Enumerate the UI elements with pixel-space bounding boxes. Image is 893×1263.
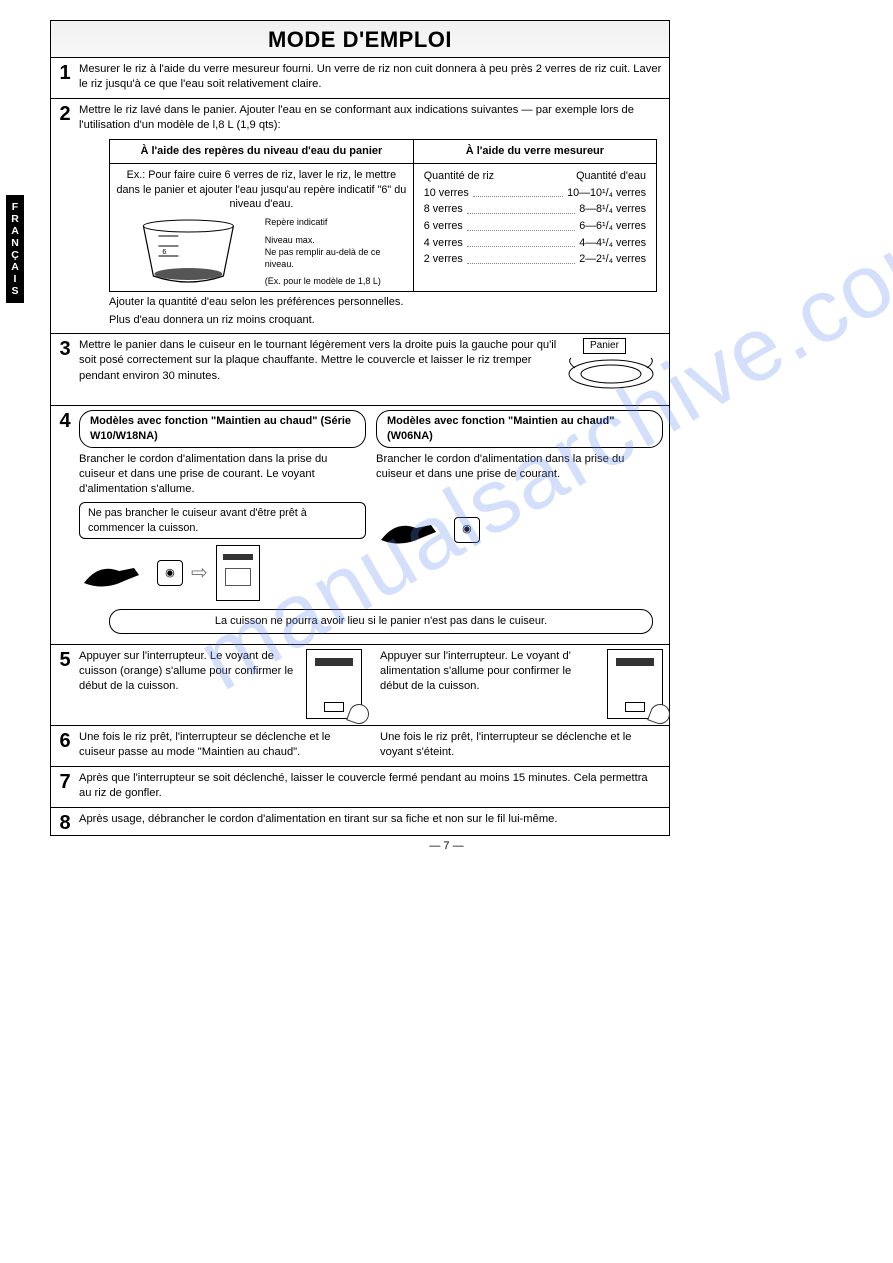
- step-7: 7 Après que l'interrupteur se soit décle…: [51, 767, 669, 808]
- qty-r: 8—8¹/₄ verres: [579, 202, 646, 217]
- cooker-press-icon: [306, 649, 362, 719]
- annot-niveau: Niveau max.: [265, 234, 407, 246]
- done-text-b: Une fois le riz prêt, l'interrupteur se …: [380, 730, 663, 760]
- model-pill-b: Modèles avec fonction "Maintien au chaud…: [376, 410, 663, 448]
- cooker-icon: [216, 545, 260, 601]
- note-preference: Ajouter la quantité d'eau selon les préf…: [109, 295, 657, 310]
- step-number: 1: [51, 58, 79, 98]
- step-8: 8 Après usage, débrancher le cordon d'al…: [51, 808, 669, 835]
- step-number: 7: [51, 767, 79, 807]
- step-number: 2: [51, 99, 79, 333]
- qty-l: 8 verres: [424, 202, 463, 217]
- annot-repere: Repère indicatif: [265, 216, 407, 228]
- qty-rice-label: Quantité de riz: [424, 169, 494, 184]
- hand-plug-icon: [376, 510, 446, 550]
- outlet-icon: ◉: [454, 517, 480, 543]
- col-head-left: À l'aide des repères du niveau d'eau du …: [110, 140, 413, 164]
- measuring-cup-icon: 6: [116, 216, 261, 286]
- annot-model: (Ex. pour le modèle de 1,8 L): [265, 275, 407, 287]
- done-text-a: Une fois le riz prêt, l'interrupteur se …: [79, 730, 362, 760]
- plug-text-b: Brancher le cordon d'alimentation dans l…: [376, 452, 663, 482]
- qty-l: 2 verres: [424, 252, 463, 267]
- step-text: Mesurer le riz à l'aide du verre mesureu…: [79, 58, 669, 98]
- note-croquant: Plus d'eau donnera un riz moins croquant…: [109, 313, 657, 328]
- step-1: 1 Mesurer le riz à l'aide du verre mesur…: [51, 58, 669, 99]
- step-3: 3 Mettre le panier dans le cuiseur en le…: [51, 334, 669, 406]
- plug-illustration-a: ◉ ⇨: [79, 545, 366, 601]
- outlet-icon: ◉: [157, 560, 183, 586]
- step-body: Mettre le riz lavé dans le panier. Ajout…: [79, 99, 669, 333]
- cooker-press-icon: [607, 649, 663, 719]
- step-2: 2 Mettre le riz lavé dans le panier. Ajo…: [51, 99, 669, 334]
- language-tab: FRANÇAIS: [6, 195, 24, 303]
- step-4: 4 Modèles avec fonction "Maintien au cha…: [51, 406, 669, 645]
- qty-l: 10 verres: [424, 186, 469, 201]
- step-number: 3: [51, 334, 79, 405]
- title-bar: MODE D'EMPLOI: [51, 21, 669, 58]
- cooking-warning: La cuisson ne pourra avoir lieu si le pa…: [109, 609, 653, 634]
- left-example: Ex.: Pour faire cuire 6 verres de riz, l…: [116, 168, 407, 212]
- step-text: Après usage, débrancher le cordon d'alim…: [79, 808, 669, 835]
- panier-label: Panier: [583, 338, 626, 354]
- qty-row: 8 verres 8—8¹/₄ verres: [424, 201, 646, 218]
- annot-nepas: Ne pas remplir au-delà de ce niveau.: [265, 246, 407, 270]
- water-level-table: À l'aide des repères du niveau d'eau du …: [109, 139, 657, 291]
- page-number: — 7 —: [0, 840, 893, 852]
- svg-text:6: 6: [162, 249, 166, 256]
- warning-box: Ne pas brancher le cuiseur avant d'être …: [79, 502, 366, 539]
- step-text: Après que l'interrupteur se soit déclenc…: [79, 767, 669, 807]
- step-number: 6: [51, 726, 79, 766]
- step-intro: Mettre le riz lavé dans le panier. Ajout…: [79, 103, 663, 133]
- qty-row: 4 verres 4—4¹/₄ verres: [424, 235, 646, 252]
- qty-header: Quantité de riz Quantité d'eau: [424, 168, 646, 185]
- cup-illustration: 6 Repère indicatif Niveau max. Ne pas re…: [116, 216, 407, 287]
- plug-illustration-b: ◉: [376, 510, 663, 550]
- qty-r: 6—6¹/₄ verres: [579, 219, 646, 234]
- press-text-b: Appuyer sur l'interrupteur. Le voyant d'…: [380, 649, 599, 694]
- qty-r: 2—2¹/₄ verres: [579, 252, 646, 267]
- qty-r: 10—10¹/₄ verres: [567, 186, 646, 201]
- step-6: 6 Une fois le riz prêt, l'interrupteur s…: [51, 726, 669, 767]
- model-pill-a: Modèles avec fonction "Maintien au chaud…: [79, 410, 366, 448]
- qty-row: 2 verres 2—2¹/₄ verres: [424, 251, 646, 268]
- qty-water-label: Quantité d'eau: [576, 169, 646, 184]
- manual-page: MODE D'EMPLOI 1 Mesurer le riz à l'aide …: [50, 20, 670, 836]
- plug-text-a: Brancher le cordon d'alimentation dans l…: [79, 452, 366, 497]
- step-number: 5: [51, 645, 79, 725]
- step-5: 5 Appuyer sur l'interrupteur. Le voyant …: [51, 645, 669, 726]
- step-text: Mettre le panier dans le cuiseur en le t…: [79, 338, 563, 383]
- step-number: 8: [51, 808, 79, 835]
- press-text-a: Appuyer sur l'interrupteur. Le voyant de…: [79, 649, 298, 694]
- panier-icon: [563, 354, 659, 394]
- qty-r: 4—4¹/₄ verres: [579, 236, 646, 251]
- page-title: MODE D'EMPLOI: [268, 27, 452, 52]
- qty-l: 4 verres: [424, 236, 463, 251]
- step-number: 4: [51, 406, 79, 644]
- qty-row: 10 verres 10—10¹/₄ verres: [424, 185, 646, 202]
- qty-row: 6 verres 6—6¹/₄ verres: [424, 218, 646, 235]
- arrow-icon: ⇨: [191, 560, 208, 587]
- qty-l: 6 verres: [424, 219, 463, 234]
- hand-plug-icon: [79, 553, 149, 593]
- col-head-right: À l'aide du verre mesureur: [414, 140, 656, 164]
